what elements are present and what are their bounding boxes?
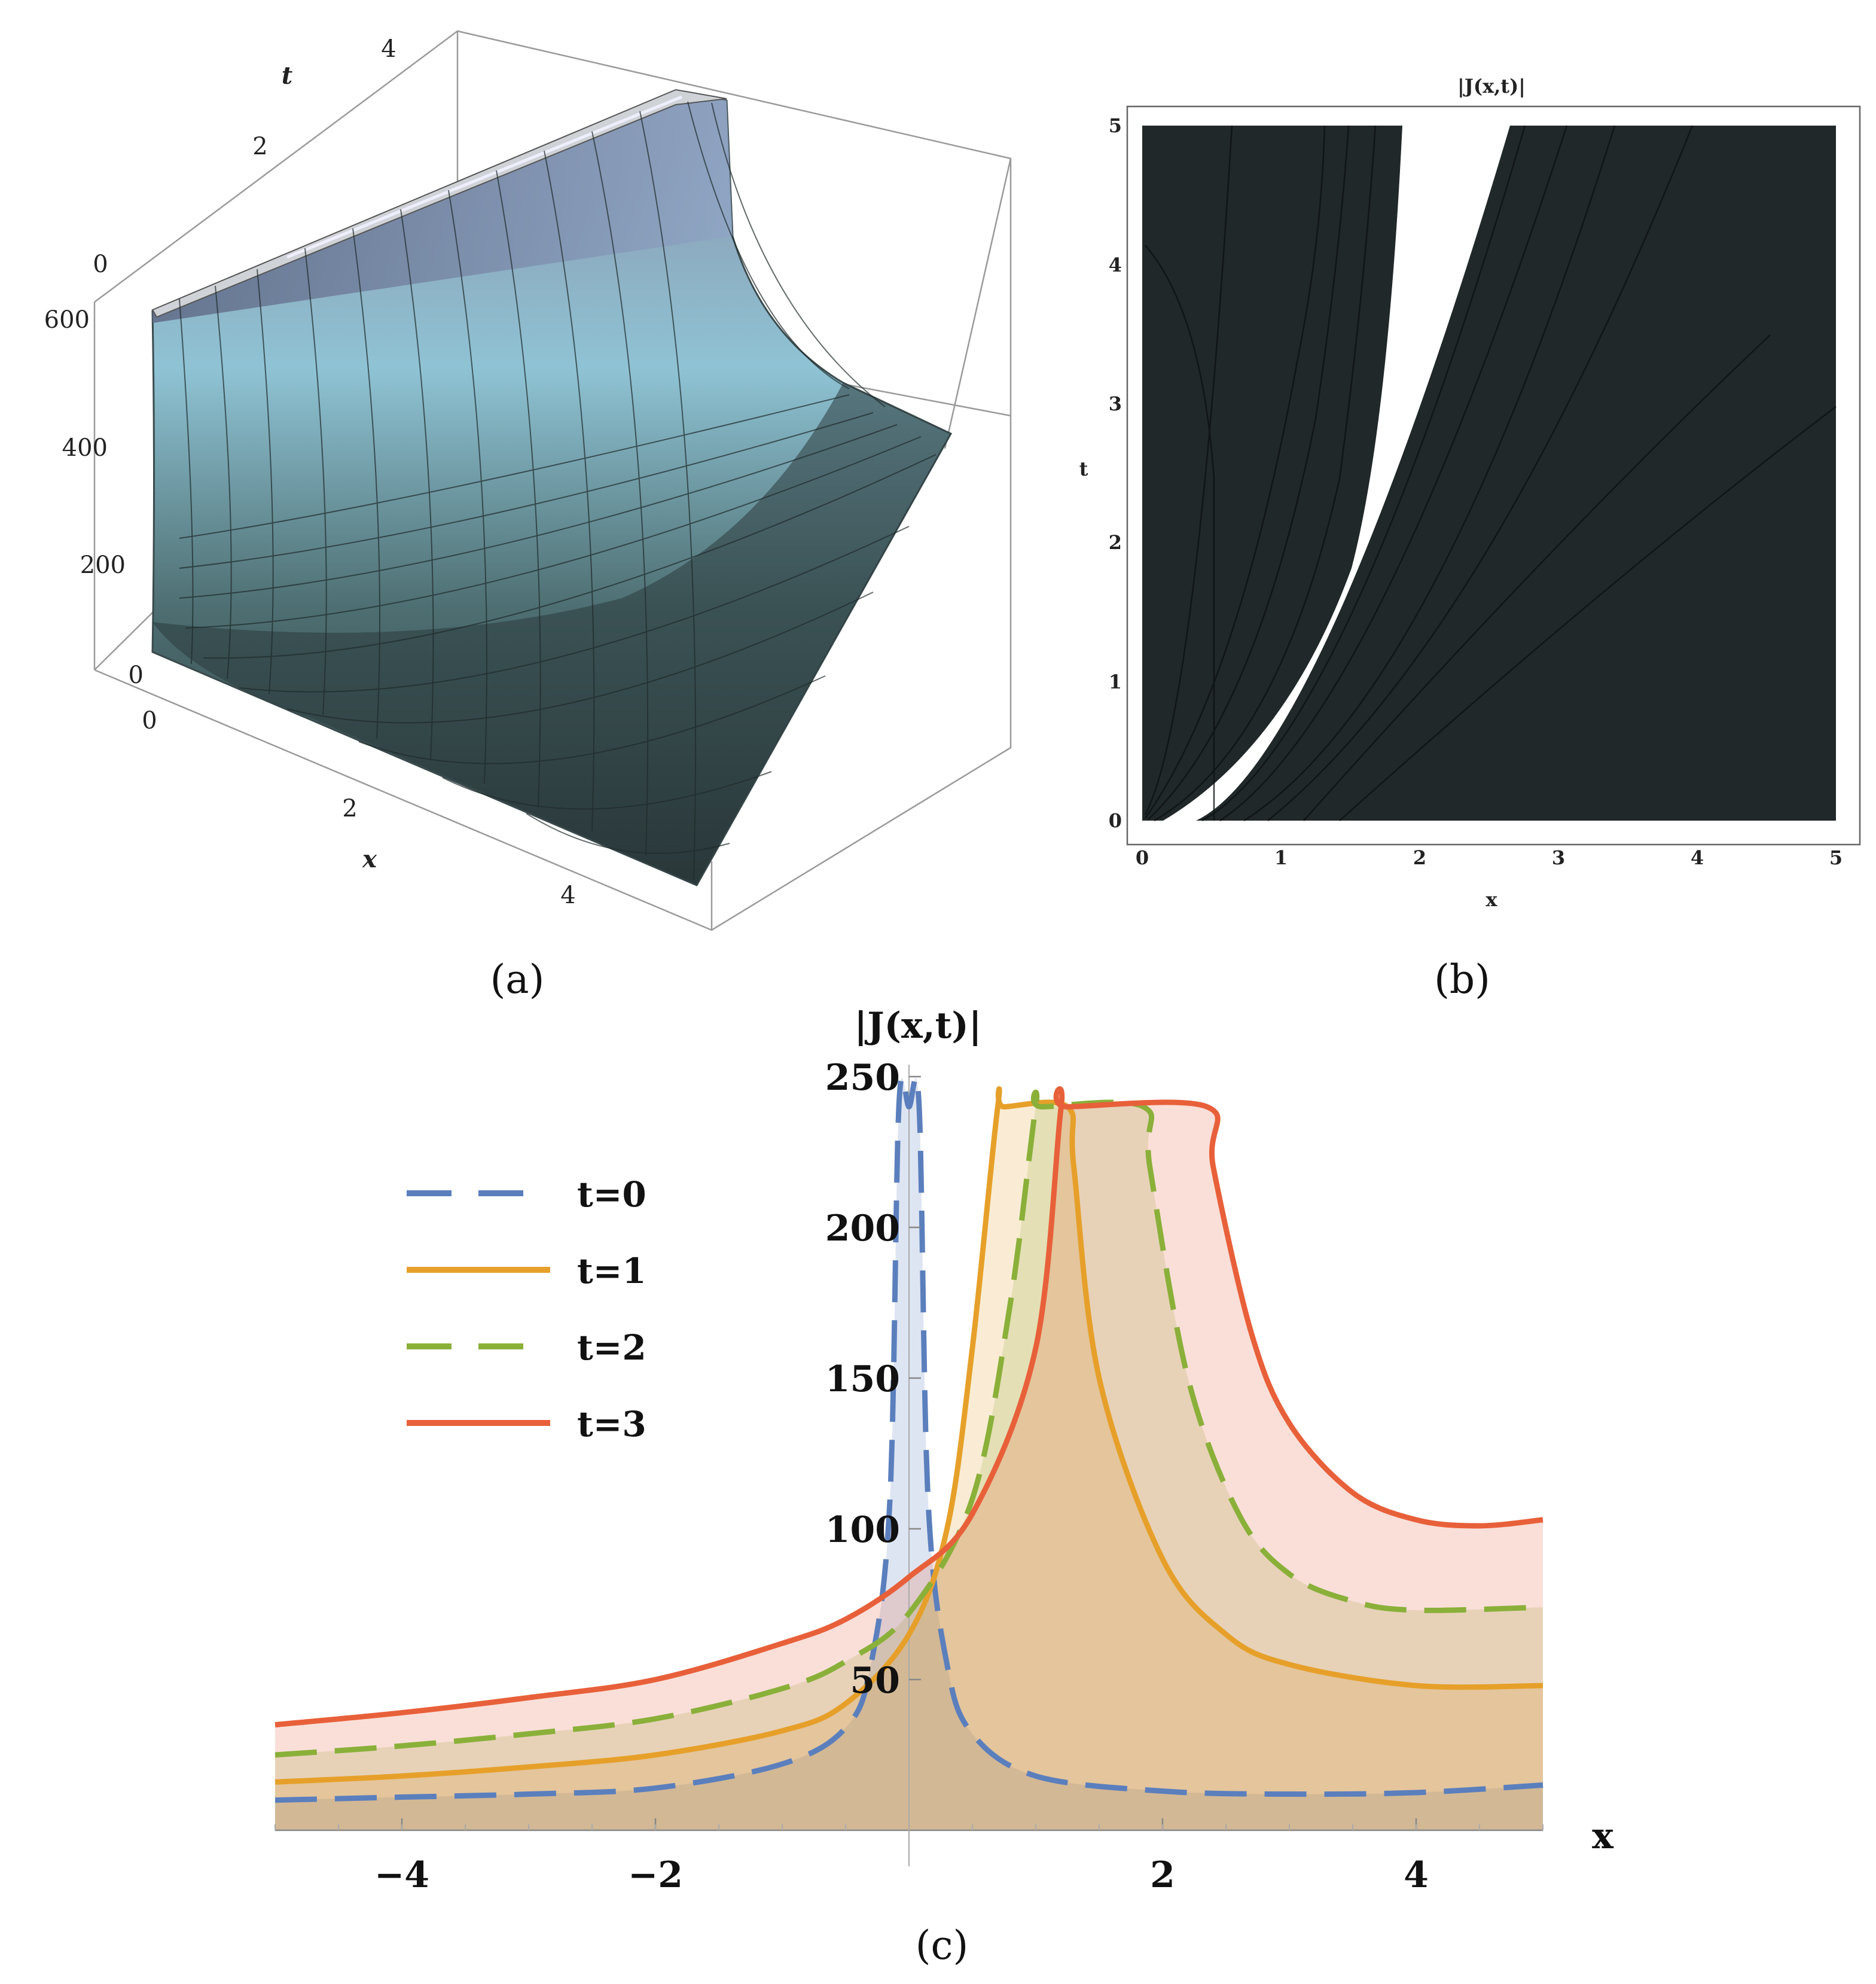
z-tick-600: 600 (44, 306, 90, 334)
b-x-tick-5: 5 (1829, 846, 1843, 869)
z-tick-0: 0 (129, 662, 144, 689)
y-tick-label: 150 (825, 1358, 900, 1400)
caption-a: (a) (490, 956, 545, 1002)
b-y-tick-3: 3 (1109, 392, 1122, 415)
b-x-tick-2: 2 (1413, 846, 1426, 869)
panel-b-frame (1126, 105, 1861, 846)
y-tick-label: 200 (825, 1208, 900, 1249)
panel-c-ticks: −4 −2 2 4 50 100 150 200 250 (274, 1057, 1543, 1896)
t-tick-0: 0 (93, 251, 108, 278)
panel-b-region-plot: 0 1 2 3 4 5 0 1 2 3 4 5 |J(x,t)| x t (b) (1079, 75, 1861, 1002)
surface-mesh (179, 101, 937, 880)
caption-c: (c) (916, 1922, 968, 1968)
series-line-t=3 (274, 1086, 1543, 1728)
b-x-tick-1: 1 (1274, 846, 1288, 869)
b-y-tick-1: 1 (1109, 671, 1122, 693)
panel-a-3d-surface: 600 400 200 0 0 2 4 t 0 2 4 x (a) (44, 30, 1012, 1002)
surface-ridge-top (151, 89, 727, 318)
z-tick-200: 200 (80, 551, 126, 579)
x-tick-0: 0 (142, 707, 157, 735)
legend-label-t=3: t=3 (577, 1404, 646, 1444)
b-x-tick-0: 0 (1136, 846, 1149, 869)
dark-region (1142, 126, 1836, 821)
legend-label-t=0: t=0 (577, 1174, 646, 1215)
series-fill-t=1 (275, 1089, 1543, 1830)
legend: t=0 t=1 t=2 t=3 (407, 1174, 646, 1444)
panel-a-z-ticks: 600 400 200 0 (44, 306, 144, 689)
panel-a-t-ticks: 0 2 4 t (93, 35, 396, 278)
y-tick-label: 250 (825, 1057, 900, 1099)
t-tick-4: 4 (381, 35, 396, 63)
series-lines (274, 1075, 1543, 1803)
legend-label-t=1: t=1 (577, 1251, 646, 1291)
white-gap (1163, 126, 1510, 821)
legend-label-t=2: t=2 (577, 1327, 646, 1368)
panel-c-xlabel: x (1592, 1815, 1614, 1857)
t-tick-2: 2 (252, 133, 267, 160)
panel-b-y-ticks: 0 1 2 3 4 5 (1109, 114, 1122, 832)
x-tick-2: 2 (342, 795, 357, 822)
y-tick-label: 100 (825, 1509, 900, 1551)
b-y-tick-4: 4 (1109, 254, 1122, 276)
b-x-tick-4: 4 (1691, 846, 1704, 869)
x-tick-4: 4 (560, 882, 575, 909)
surface-floor (152, 383, 951, 885)
series-line-t=0 (274, 1075, 1543, 1803)
surface-ridge (152, 91, 733, 323)
x-tick-label: 2 (1150, 1854, 1175, 1896)
panel-b-x-ticks: 0 1 2 3 4 5 (1136, 846, 1843, 869)
panel-a-x-ticks: 0 2 4 x (142, 707, 575, 909)
x-tick-label: −2 (628, 1854, 683, 1896)
x-axis-label: x (362, 845, 377, 873)
series-fill-t=3 (275, 1089, 1543, 1830)
caption-b: (b) (1434, 956, 1490, 1002)
panel-b-title: |J(x,t)| (1457, 75, 1526, 97)
series-line-t=1 (274, 1086, 1543, 1785)
y-tick-label: 50 (850, 1660, 901, 1702)
series-line-t=2 (274, 1089, 1543, 1758)
t-axis-label: t (282, 62, 293, 90)
b-y-tick-0: 0 (1109, 809, 1122, 832)
x-tick-label: 4 (1404, 1854, 1429, 1896)
contour-lines (1144, 125, 1837, 822)
series-fill-t=2 (275, 1092, 1543, 1830)
panel-c-title: |J(x,t)| (854, 1005, 981, 1047)
b-y-tick-2: 2 (1109, 531, 1122, 554)
z-tick-400: 400 (62, 434, 108, 462)
b-x-tick-3: 3 (1552, 846, 1565, 869)
panel-b-xlabel: x (1485, 888, 1497, 911)
b-y-tick-5: 5 (1109, 114, 1122, 137)
panel-b-ylabel: t (1079, 458, 1088, 480)
x-tick-label: −4 (374, 1854, 429, 1896)
